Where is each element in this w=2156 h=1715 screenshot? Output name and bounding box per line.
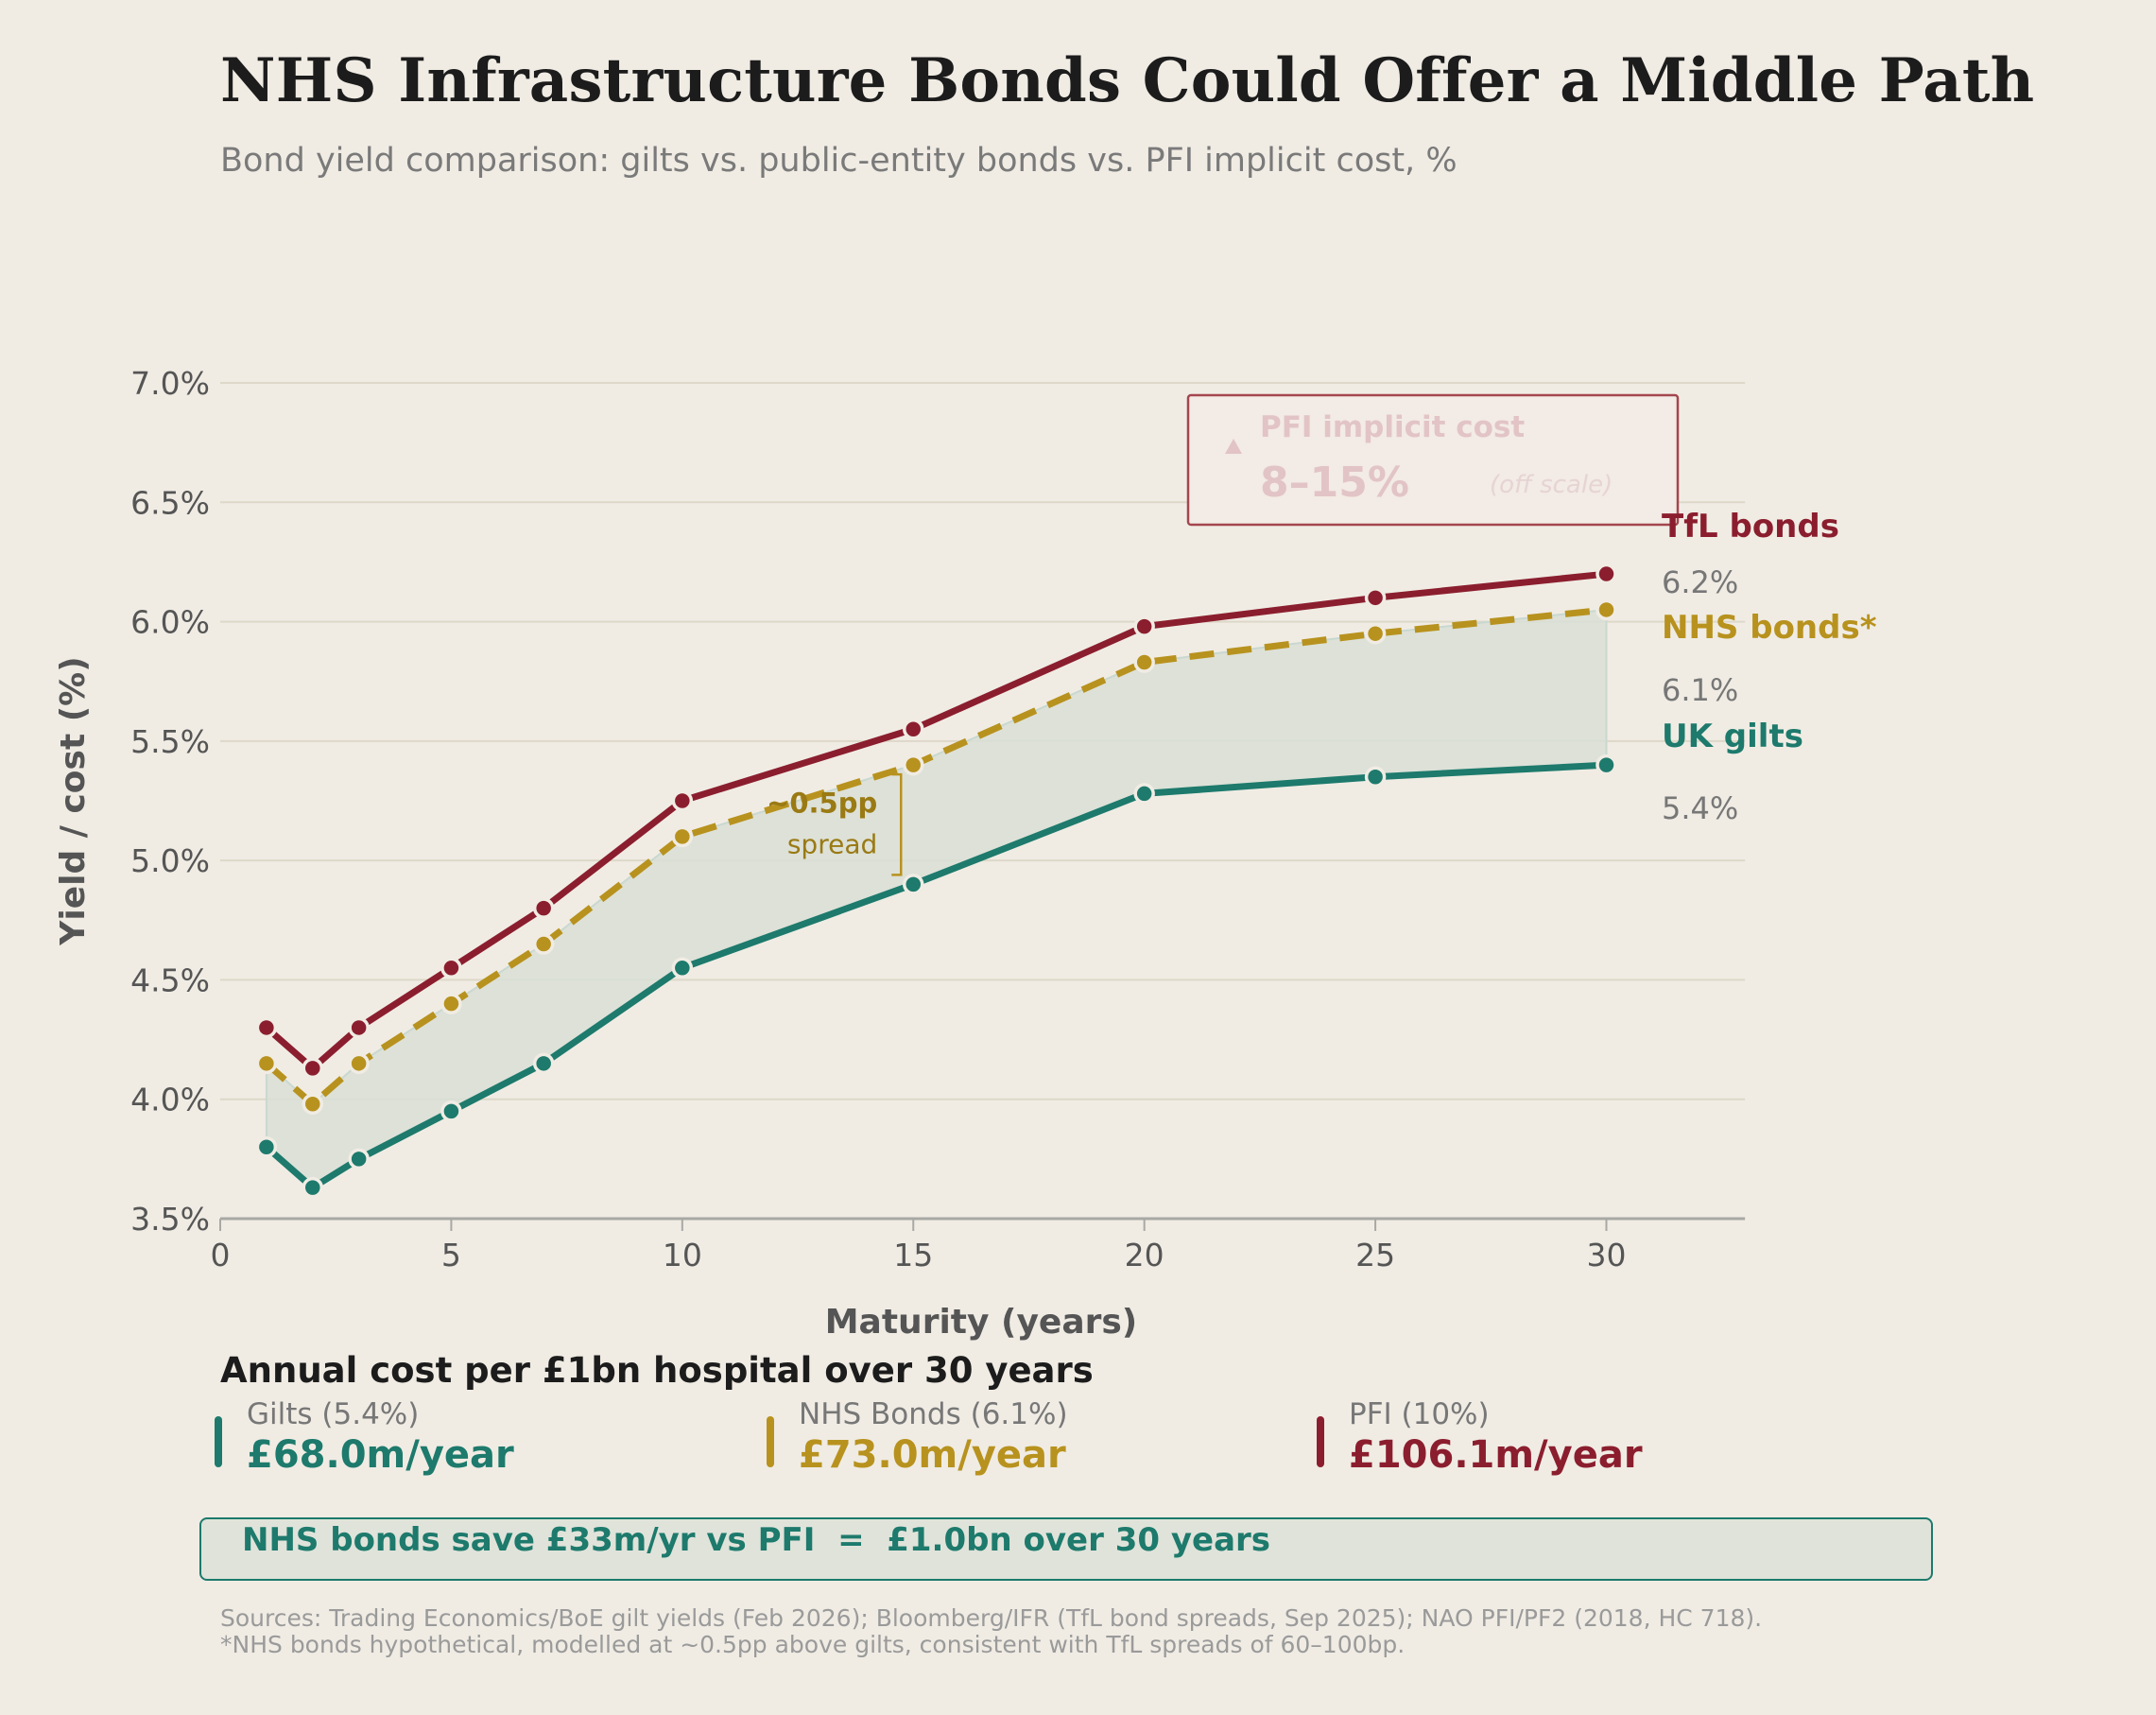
point-tfl <box>302 1057 324 1080</box>
series-lines <box>255 563 1617 1199</box>
point-nhs <box>671 825 694 848</box>
point-tfl <box>1364 587 1387 609</box>
savings-callout: NHS bonds save £33m/yr vs PFI = £1.0bn o… <box>199 1517 1933 1581</box>
point-tfl <box>255 1016 278 1039</box>
end-labels: TfL bonds 6.2% NHS bonds* 6.1% UK gilts 5.4% <box>1662 508 1877 826</box>
point-nhs <box>302 1093 324 1116</box>
cost-value: £106.1m/year <box>1349 1433 1643 1477</box>
cost-label: NHS Bonds (6.1%) <box>799 1397 1068 1431</box>
line-tfl <box>264 570 1607 1072</box>
pfi-box-note: (off scale) <box>1490 471 1613 499</box>
point-tfl <box>348 1016 370 1039</box>
point-tfl <box>1595 563 1617 585</box>
end-value-nhs: 6.1% <box>1662 672 1738 708</box>
nhs-marker <box>767 1416 774 1467</box>
point-gilts <box>1595 754 1617 776</box>
point-nhs <box>1364 622 1387 645</box>
point-gilts <box>440 1100 462 1122</box>
chart-title: NHS Infrastructure Bonds Could Offer a M… <box>220 45 2035 116</box>
x-axis-label: Maturity (years) <box>825 1303 1138 1342</box>
y-tick-label: 5.5% <box>130 723 210 760</box>
x-tick-label: 30 <box>1587 1237 1627 1273</box>
pfi-box-value: 8–15% <box>1260 459 1409 507</box>
point-nhs <box>440 993 462 1014</box>
x-tick-label: 20 <box>1125 1237 1164 1273</box>
point-gilts <box>348 1148 370 1170</box>
point-tfl <box>903 718 924 740</box>
sources-note: Sources: Trading Economics/BoE gilt yiel… <box>220 1604 1763 1632</box>
y-tick-label: 6.0% <box>130 604 210 641</box>
end-value-tfl: 6.2% <box>1662 564 1738 600</box>
line-gilts <box>264 761 1607 1191</box>
point-nhs <box>255 1052 278 1075</box>
triangle-up-icon <box>1225 439 1242 454</box>
cost-section-title: Annual cost per £1bn hospital over 30 ye… <box>220 1350 1094 1391</box>
savings-text: NHS bonds save £33m/yr vs PFI = £1.0bn o… <box>242 1521 1271 1559</box>
point-gilts <box>1364 766 1387 788</box>
x-tick-label: 15 <box>893 1237 933 1273</box>
axes: 3.5% 4.0% 4.5% 5.0% 5.5% 6.0% 6.5% 7.0% 0 5 10 15 20… <box>130 365 1746 1273</box>
end-value-gilts: 5.4% <box>1662 790 1738 826</box>
point-nhs <box>1595 598 1617 621</box>
point-nhs <box>903 754 924 776</box>
point-gilts <box>1133 783 1155 805</box>
point-nhs <box>532 933 555 955</box>
y-tick-label: 5.0% <box>130 842 210 879</box>
x-tick-label: 10 <box>663 1237 702 1273</box>
pfi-box-frame <box>1186 393 1680 527</box>
spread-sublabel: spread <box>787 828 877 859</box>
point-gilts <box>671 957 694 979</box>
point-tfl <box>1133 615 1155 637</box>
point-gilts <box>255 1135 278 1158</box>
end-label-tfl: TfL bonds <box>1662 508 1839 546</box>
gilts-marker <box>215 1416 222 1467</box>
pfi-box-title: PFI implicit cost <box>1260 410 1525 444</box>
chart-plot: 3.5% 4.0% 4.5% 5.0% 5.5% 6.0% 6.5% 7.0% 0 5 10 15 20… <box>54 365 1877 1342</box>
pfi-marker <box>1317 1416 1324 1467</box>
y-tick-label: 3.5% <box>130 1201 210 1238</box>
x-tick-label: 0 <box>211 1237 231 1273</box>
y-axis-label: Yield / cost (%) <box>54 656 93 945</box>
end-label-nhs: NHS bonds* <box>1662 609 1877 647</box>
spread-bracket <box>891 772 903 876</box>
pfi-cost-box: PFI implicit cost 8–15% (off scale) <box>1186 393 1680 527</box>
point-gilts <box>532 1052 555 1075</box>
footnote: *NHS bonds hypothetical, modelled at ~0.… <box>220 1631 1406 1658</box>
y-tick-label: 6.5% <box>130 484 210 521</box>
cost-label: Gilts (5.4%) <box>247 1397 420 1431</box>
chart-subtitle: Bond yield comparison: gilts vs. public-… <box>220 142 1457 180</box>
point-tfl <box>671 789 694 812</box>
point-gilts <box>903 874 924 895</box>
cost-value: £73.0m/year <box>799 1433 1066 1477</box>
point-tfl <box>532 897 555 919</box>
point-nhs <box>1133 651 1155 673</box>
y-tick-label: 4.5% <box>130 961 210 998</box>
x-tick-label: 25 <box>1355 1237 1395 1273</box>
y-tick-label: 4.0% <box>130 1082 210 1118</box>
cost-value: £68.0m/year <box>247 1433 514 1477</box>
point-nhs <box>348 1052 370 1075</box>
line-nhs <box>264 606 1607 1108</box>
cost-label: PFI (10%) <box>1349 1397 1490 1431</box>
spread-label: ~0.5pp <box>767 787 877 819</box>
point-tfl <box>440 957 462 979</box>
y-tick-label: 7.0% <box>130 365 210 402</box>
end-label-gilts: UK gilts <box>1662 718 1803 755</box>
x-tick-label: 5 <box>441 1237 461 1273</box>
point-gilts <box>302 1176 324 1199</box>
spread-annotation: ~0.5pp spread <box>767 772 903 876</box>
